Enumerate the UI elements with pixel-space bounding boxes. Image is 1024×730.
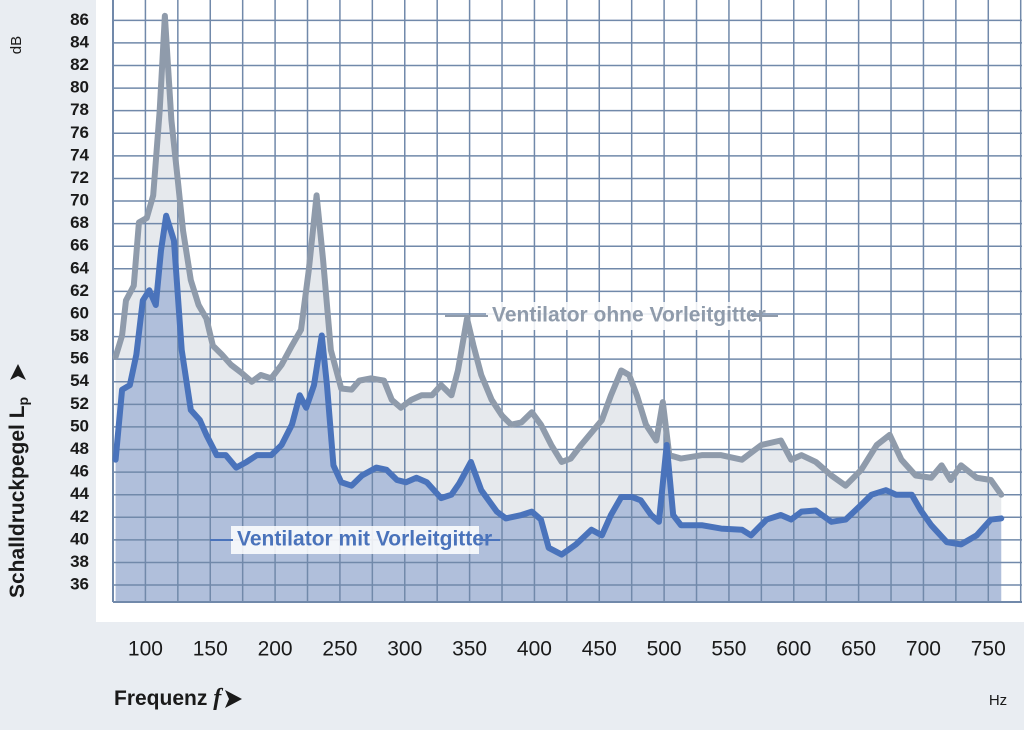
y-tick-label: 52 <box>70 394 89 413</box>
grid <box>112 0 1022 603</box>
x-tick-label: 550 <box>711 638 746 661</box>
y-tick-label: 80 <box>70 78 89 97</box>
y-axis-title-text: Schalldruckpegel Lp <box>6 397 31 598</box>
x-tick-label: 250 <box>322 638 357 661</box>
y-tick-label: 64 <box>70 258 89 277</box>
y-tick-label: 62 <box>70 281 89 300</box>
x-tick-label: 350 <box>452 638 487 661</box>
x-tick-label: 100 <box>128 638 163 661</box>
x-title-main: Frequenz <box>114 687 207 710</box>
y-tick-label: 58 <box>70 326 89 345</box>
legend-bg <box>231 526 479 554</box>
y-tick-label: 40 <box>70 529 89 548</box>
x-tick-label: 450 <box>582 638 617 661</box>
legend-label: Ventilator mit Vorleitgitter <box>237 528 492 551</box>
y-tick-label: 36 <box>70 575 89 594</box>
line <box>112 212 1005 558</box>
x-unit: Hz <box>989 692 1007 709</box>
y-tick-label: 50 <box>70 416 89 435</box>
x-tick-label: 400 <box>517 638 552 661</box>
y-title-main: Schalldruckpegel L <box>6 405 29 598</box>
y-tick-label: 60 <box>70 303 89 322</box>
x-tick-label: 750 <box>971 638 1006 661</box>
area <box>115 15 1002 603</box>
y-tick-label: 74 <box>70 145 89 164</box>
x-tick-label: 600 <box>776 638 811 661</box>
x-tick-label: 150 <box>193 638 228 661</box>
y-tick-label: 76 <box>70 123 89 142</box>
y-tick-label: 68 <box>70 213 89 232</box>
y-tick-label: 38 <box>70 552 89 571</box>
labels: dB Schalldruckpegel Lp Frequenz f Hz 36 3… <box>6 10 1008 711</box>
y-tick-label: 48 <box>70 439 89 458</box>
y-tick-label: 46 <box>70 462 89 481</box>
y-tick-label: 56 <box>70 349 89 368</box>
y-tick-label: 78 <box>70 100 89 119</box>
fills <box>115 15 1002 603</box>
y-title-arrow <box>10 364 26 380</box>
lines <box>112 12 1005 558</box>
legend-bg <box>486 302 751 330</box>
x-tick-label: 700 <box>906 638 941 661</box>
x-tick-label: 300 <box>387 638 422 661</box>
y-unit: dB <box>8 36 25 54</box>
y-tick-label: 86 <box>70 10 89 29</box>
x-axis-title: Frequenz f <box>114 685 223 711</box>
x-tick-label: 650 <box>841 638 876 661</box>
y-title-sub: p <box>15 397 31 406</box>
y-axis-title: Schalldruckpegel Lp <box>6 364 31 598</box>
x-tick-label: 500 <box>647 638 682 661</box>
y-tick-label: 42 <box>70 507 89 526</box>
y-tick-label: 44 <box>70 484 89 503</box>
y-tick-label: 54 <box>70 371 89 390</box>
area <box>115 215 1002 602</box>
y-tick-label: 70 <box>70 191 89 210</box>
x-title-arrow <box>225 690 242 708</box>
y-tick-label: 84 <box>70 32 89 51</box>
line <box>112 12 1005 498</box>
y-tick-label: 72 <box>70 168 89 187</box>
x-tick-label: 200 <box>258 638 293 661</box>
legend-label: Ventilator ohne Vorleitgitter <box>492 304 766 327</box>
y-tick-label: 66 <box>70 236 89 255</box>
x-title-symbol: f <box>213 685 223 711</box>
y-tick-label: 82 <box>70 55 89 74</box>
